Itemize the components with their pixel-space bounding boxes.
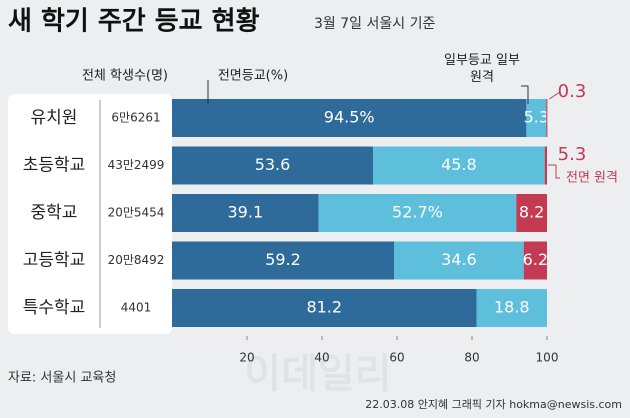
category-label: 고등학교: [23, 251, 86, 271]
legend-label: 전면 원격: [566, 171, 618, 186]
bar-segment: [172, 99, 527, 137]
bar-segment: [544, 146, 547, 185]
count-header: 전체 학생수(명): [82, 69, 168, 84]
value-label: 6.2: [523, 250, 548, 269]
source: 자료: 서울시 교육청: [8, 371, 116, 386]
credit: 22.03.08 안지혜 그래픽 기자 hokma@newsis.com: [365, 398, 622, 411]
bar-segment: [523, 241, 547, 280]
bar-segment: [373, 146, 545, 185]
bar-segment: [394, 241, 524, 280]
label-box: [8, 94, 172, 334]
value-label: 0.3: [558, 81, 587, 102]
student-count: 20만5454: [108, 206, 165, 220]
bar-segment: [516, 194, 547, 232]
legend-label: 일부등교 일부원격: [444, 53, 520, 85]
value-label: 59.2: [265, 250, 301, 269]
bar-segment: [526, 99, 547, 137]
value-label: 94.5%: [324, 108, 375, 127]
value-label: 8.2: [519, 203, 544, 222]
annotation-leader: [548, 164, 560, 179]
annotation: 5.3: [558, 144, 587, 165]
legend-leader: [521, 85, 529, 104]
student-count: 4401: [121, 301, 152, 315]
bar-segment: [172, 194, 319, 232]
legend-label: 전면등교(%): [218, 69, 288, 84]
bar-segment: [172, 289, 477, 327]
x-tick-label: 100: [536, 351, 559, 365]
bar-segment: [318, 194, 517, 232]
chart-subtitle: 3월 7일 서울시 기준: [314, 16, 435, 32]
x-tick-label: 40: [314, 351, 329, 365]
x-tick-label: 60: [389, 351, 404, 365]
chart-title: 새 학기 주간 등교 현황: [8, 7, 260, 37]
student-count: 6만6261: [111, 111, 160, 125]
value-label: 81.2: [306, 298, 342, 317]
bar-segment: [172, 146, 373, 185]
x-tick-label: 80: [464, 351, 479, 365]
student-count: 43만2499: [108, 158, 165, 172]
watermark: 이데일리: [244, 351, 391, 397]
student-count: 20만8492: [108, 253, 165, 267]
category-label: 중학교: [31, 203, 78, 223]
value-label: 45.8: [441, 155, 477, 174]
bar-segment: [172, 241, 394, 280]
value-label: 18.8: [494, 298, 530, 317]
value-label: 52.7%: [392, 203, 443, 222]
category-label: 초등학교: [23, 156, 86, 176]
value-label: 34.6: [441, 250, 477, 269]
value-label: 39.1: [228, 203, 264, 222]
bar-segment: [546, 99, 548, 137]
category-label: 유치원: [31, 108, 78, 128]
value-label: 53.6: [255, 155, 291, 174]
x-tick-label: 20: [239, 351, 254, 365]
bar-segment: [476, 289, 547, 327]
value-label: 5.3: [524, 108, 549, 127]
leader-line: [549, 91, 561, 100]
category-label: 특수학교: [23, 298, 86, 318]
